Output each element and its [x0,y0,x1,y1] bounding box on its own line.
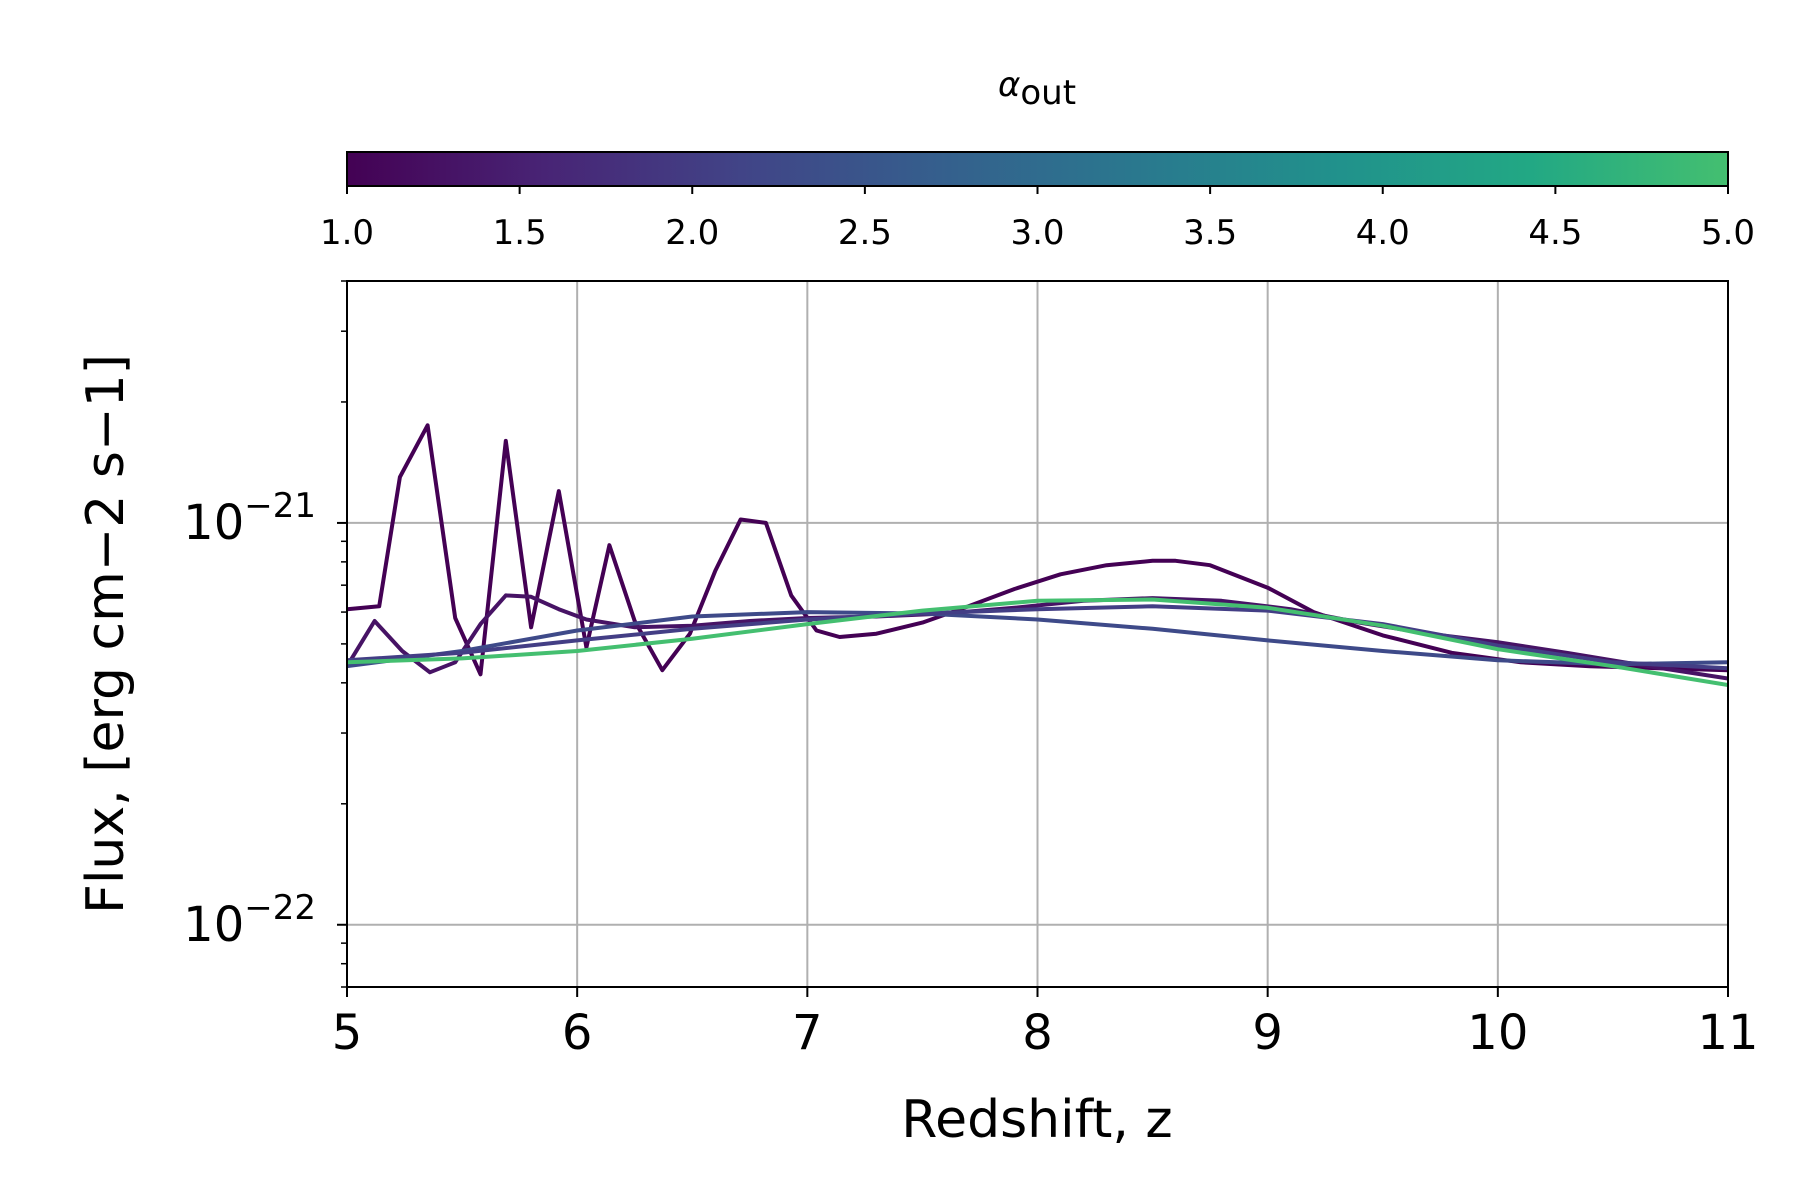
colorbar-tick-label: 2.5 [838,213,892,253]
plot-area: 5 6 7 8 9 10 11 10−21 10−22 [183,280,1759,1061]
y-tick-label: 10−21 [183,486,316,551]
x-tick-label: 11 [1697,1005,1758,1061]
x-axis-ticks: 5 6 7 8 9 10 11 [332,987,1759,1061]
colorbar-tick-label: 3.0 [1010,213,1064,253]
x-tick-label: 10 [1467,1005,1528,1061]
grid [346,281,1729,987]
colorbar-tick-label: 4.5 [1528,213,1582,253]
colorbar-tick-label: 4.0 [1356,213,1410,253]
x-tick-label: 5 [332,1005,363,1061]
x-tick-label: 7 [792,1005,823,1061]
series-line-5 [347,597,1728,687]
y-axis-label: Flux, [erg cm−2 s−1] [76,354,136,914]
x-tick-label: 6 [562,1005,593,1061]
x-axis-label: Redshift, z [901,1090,1172,1150]
colorbar-tick-label: 3.5 [1183,213,1237,253]
series-line-3 [347,610,1728,669]
colorbar-tick-label: 1.5 [493,213,547,253]
series-group [347,423,1728,687]
y-axis-ticks: 10−21 10−22 [183,280,347,988]
series-line-4 [347,604,1728,671]
colorbar: αout 1.0 1.5 2.0 2.5 3.0 3.5 4.0 4.5 5.0 [320,65,1755,253]
y-tick-label: 10−22 [183,888,316,953]
colorbar-label: αout [998,65,1076,113]
colorbar-tick-label: 5.0 [1701,213,1755,253]
colorbar-tick-label: 2.0 [665,213,719,253]
colorbar-ticks: 1.0 1.5 2.0 2.5 3.0 3.5 4.0 4.5 5.0 [320,186,1755,253]
x-tick-label: 8 [1022,1005,1053,1061]
colorbar-tick-label: 1.0 [320,213,374,253]
colorbar-bar [346,151,1729,187]
x-tick-label: 9 [1252,1005,1283,1061]
